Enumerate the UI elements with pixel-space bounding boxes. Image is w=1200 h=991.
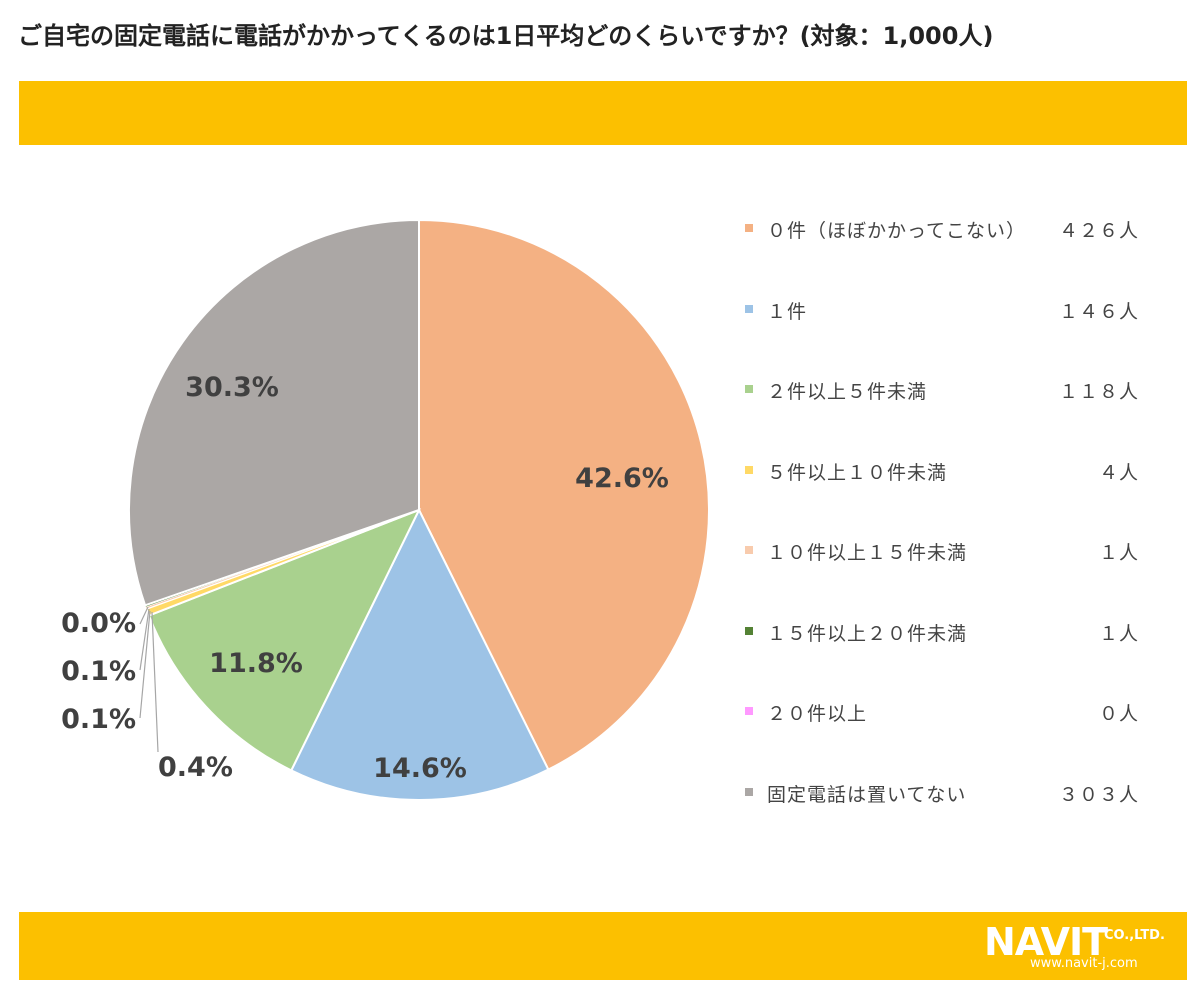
legend-value: ４人: [1098, 461, 1139, 484]
logo-url: www.navit-j.com: [1030, 956, 1138, 971]
legend-item: ２０件以上 ０人: [745, 696, 1145, 726]
legend-item: ２件以上５件未満 １１８人: [745, 374, 1145, 404]
leader-line-4: [139, 610, 151, 719]
legend-value: ０人: [1098, 703, 1139, 725]
legend-value: ４２６人: [1058, 220, 1139, 242]
legend-swatch: [745, 465, 753, 474]
data-label-1: 14.6%: [373, 753, 467, 784]
data-label-5: 0.1%: [61, 656, 136, 687]
data-label-0: 42.6%: [575, 463, 669, 494]
leader-line-6: [139, 606, 149, 625]
legend-value: １１８人: [1058, 381, 1139, 403]
legend-label: １件: [767, 300, 808, 323]
legend-swatch: [745, 546, 753, 554]
legend-label: ５件以上１０件未満: [767, 461, 948, 484]
bottom-band: [19, 912, 1187, 980]
legend-value: １人: [1098, 622, 1139, 645]
data-label-4: 0.1%: [61, 704, 136, 735]
legend-swatch: [745, 626, 753, 635]
legend-swatch: [745, 787, 753, 796]
legend-label: ２件以上５件未満: [767, 381, 928, 403]
logo-brand: NAVIT: [984, 920, 1108, 964]
legend-item: 固定電話は置いてない ３０３人: [745, 777, 1145, 807]
legend-item: ０件（ほぼかかってこない） ４２６人: [745, 213, 1145, 243]
legend-swatch: [745, 224, 753, 232]
legend-value: ３０３人: [1058, 783, 1139, 806]
leader-line-3: [151, 611, 159, 753]
pie-slice-0: [418, 218, 710, 771]
legend-label: ０件（ほぼかかってこない）: [767, 220, 1027, 242]
legend-swatch: [745, 304, 753, 313]
data-label-3: 0.4%: [158, 752, 233, 783]
legend-value: １４６人: [1058, 300, 1139, 323]
pie-slice-7: [128, 218, 420, 607]
pie-slice-1: [289, 507, 550, 801]
legend-item: １０件以上１５件未満 １人: [745, 535, 1145, 565]
legend-item: １件 １４６人: [745, 294, 1145, 324]
legend-value: １人: [1098, 542, 1139, 564]
legend-label: １０件以上１５件未満: [767, 542, 968, 564]
legend-item: １５件以上２０件未満 １人: [745, 616, 1145, 646]
data-label-6: 0.0%: [61, 608, 136, 639]
data-label-2: 11.8%: [209, 648, 303, 679]
logo-company: CO.,LTD.: [1104, 928, 1165, 943]
legend-label: ２０件以上: [767, 703, 868, 725]
legend-item: ５件以上１０件未満 ４人: [745, 455, 1145, 485]
chart-title: ご自宅の固定電話に電話がかかってくるのは1日平均どのくらいですか？(対象：1,0…: [18, 22, 994, 50]
leader-line-5: [139, 608, 150, 671]
navit-logo: NAVIT CO.,LTD. www.navit-j.com: [984, 918, 1184, 974]
pie-slice-2: [147, 508, 422, 772]
legend-swatch: [745, 707, 753, 715]
legend-label: １５件以上２０件未満: [767, 622, 968, 645]
top-band: [19, 81, 1187, 145]
legend-label: 固定電話は置いてない: [767, 783, 967, 806]
legend-swatch: [745, 385, 753, 393]
data-label-7: 30.3%: [185, 372, 279, 403]
